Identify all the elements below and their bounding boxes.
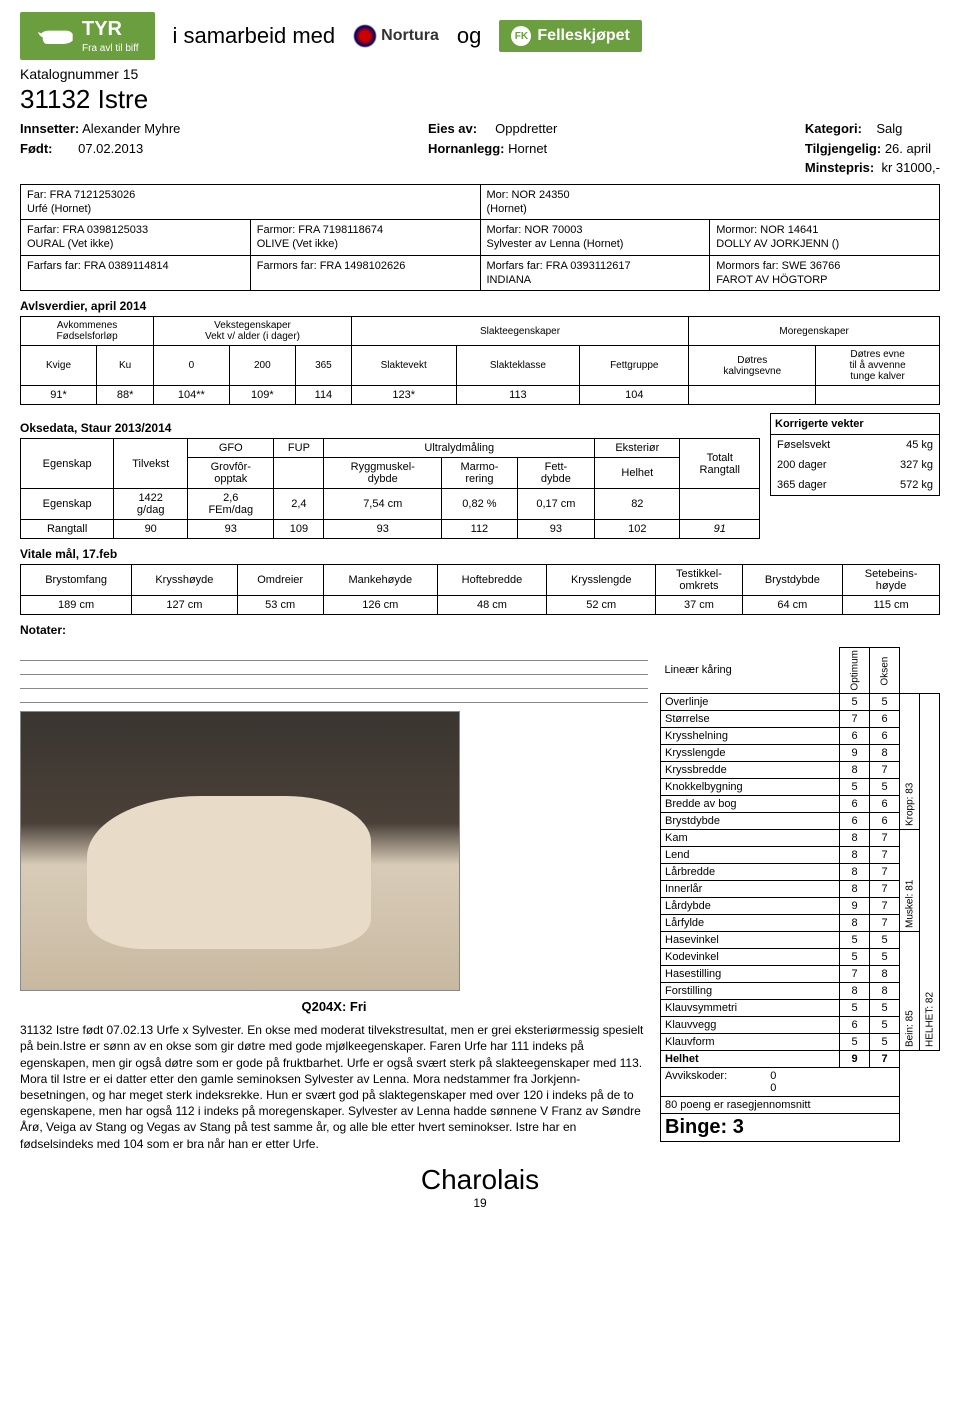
vitale-table: BrystomfangKrysshøydeOmdreierMankehøydeH…: [20, 564, 940, 615]
vitale-title: Vitale mål, 17.feb: [20, 547, 940, 561]
ped-far: Far: FRA 7121253026 Urfé (Hornet): [21, 185, 481, 220]
og-text: og: [447, 23, 491, 49]
ped-morfar: Morfar: NOR 70003 Sylvester av Lenna (Ho…: [481, 220, 711, 255]
breed-footer: Charolais: [20, 1164, 940, 1196]
linear-box: Lineær kåring Optimum Oksen Overlinje55K…: [660, 647, 940, 1152]
pedigree-table: Far: FRA 7121253026 Urfé (Hornet) Mor: N…: [20, 184, 940, 292]
nortura-icon: [353, 24, 377, 48]
ped-mor: Mor: NOR 24350 (Hornet): [481, 185, 940, 220]
korr-box: Korrigerte vekter Føselsvekt45 kg 200 da…: [770, 413, 940, 496]
ped-mormors: Mormors far: SWE 36766 FAROT AV HÖGTORP: [710, 256, 939, 291]
tyr-name: TYR: [82, 18, 139, 41]
fk-text: Felleskjøpet: [537, 27, 629, 45]
ped-farmor: Farmor: FRA 7198118674 OLIVE (Vet ikke): [251, 220, 481, 255]
ped-farfars: Farfars far: FRA 0389114814: [21, 256, 251, 291]
binge: Binge: 3: [661, 1113, 900, 1141]
avls-title: Avlsverdier, april 2014: [20, 299, 940, 313]
ped-farmors: Farmors far: FRA 1498102626: [251, 256, 481, 291]
avls-table: Avkommenes Fødselsforløp Vekstegenskaper…: [20, 316, 940, 405]
description: 31132 Istre født 07.02.13 Urfe x Sylvest…: [20, 1022, 648, 1152]
ped-farfar: Farfar: FRA 0398125033 OURAL (Vet ikke): [21, 220, 251, 255]
animal-photo: [20, 711, 460, 991]
logo-fk: FK Felleskjøpet: [499, 20, 641, 52]
okse-table: Egenskap Tilvekst GFO FUP Ultralydmåling…: [20, 438, 760, 539]
fk-icon: FK: [511, 26, 531, 46]
logo-tyr: TYR Fra avl til biff: [20, 12, 155, 60]
nortura-text: Nortura: [381, 27, 439, 45]
animal-id: 31132 Istre: [20, 84, 940, 115]
info-row: Innsetter: Alexander Myhre Født: 07.02.2…: [20, 119, 940, 178]
notes-label: Notater:: [20, 623, 940, 637]
samarbeid-text: i samarbeid med: [163, 23, 346, 49]
tyr-sub: Fra avl til biff: [82, 43, 139, 54]
ped-mormor: Mormor: NOR 14641 DOLLY AV JORKJENN (): [710, 220, 939, 255]
header-logos: TYR Fra avl til biff i samarbeid med Nor…: [20, 12, 940, 60]
q-label: Q204X: Fri: [20, 999, 648, 1014]
okse-title: Oksedata, Staur 2013/2014: [20, 421, 760, 435]
ped-morfars: Morfars far: FRA 0393112617 INDIANA: [481, 256, 711, 291]
logo-nortura: Nortura: [353, 24, 439, 48]
note-lines: [20, 647, 648, 703]
cow-icon: [36, 24, 76, 48]
katalog-nummer: Katalognummer 15: [20, 66, 940, 82]
page-number: 19: [20, 1196, 940, 1210]
